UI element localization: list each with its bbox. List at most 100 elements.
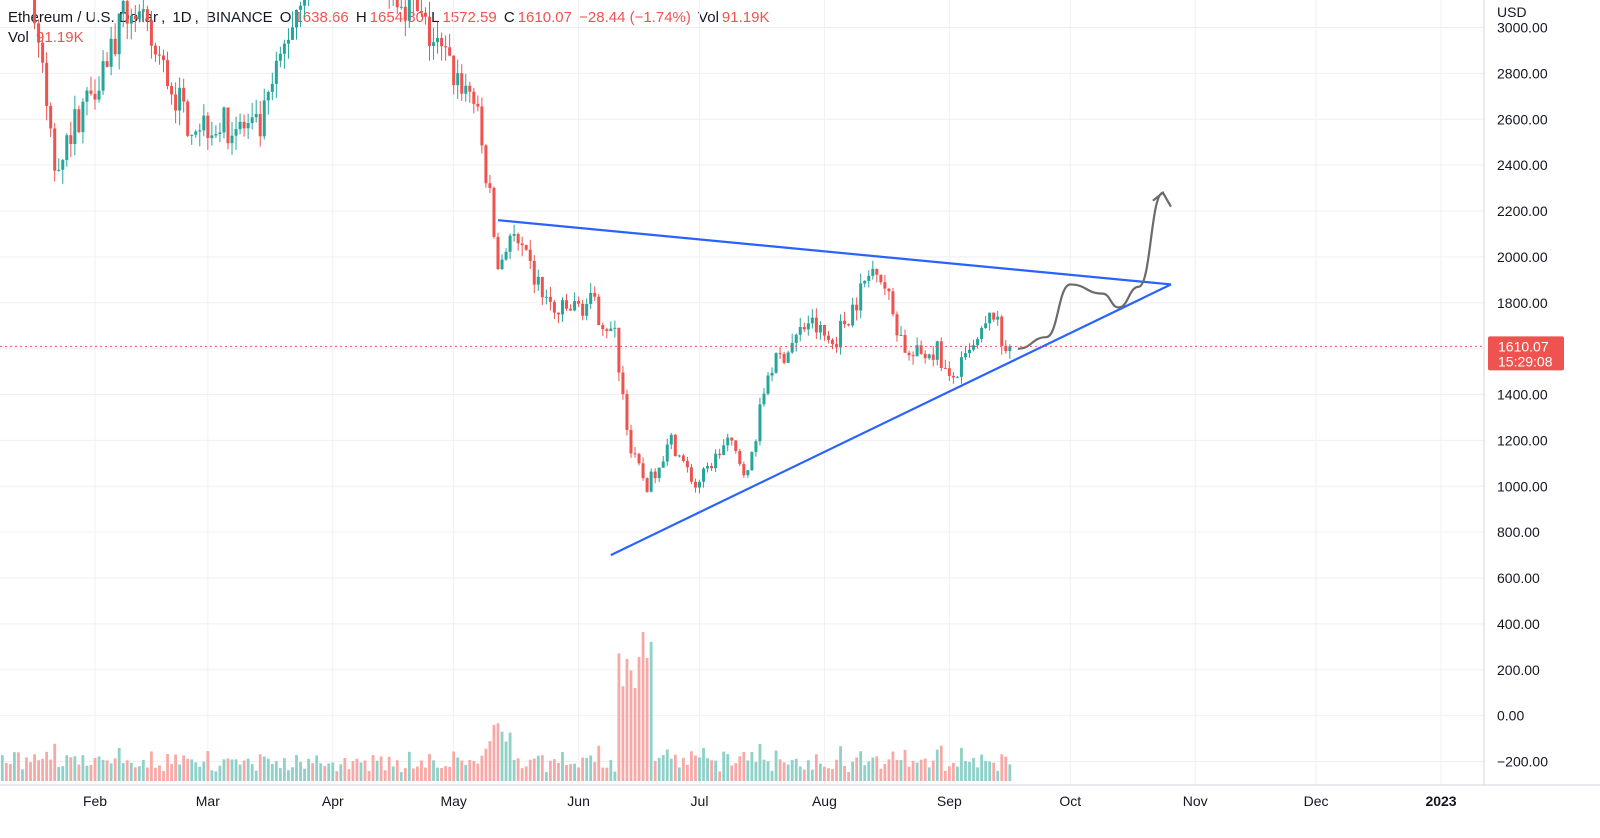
volume-bar [246,758,250,781]
candle-body [117,13,121,55]
volume-bar [375,760,379,781]
candle-body [452,55,456,86]
candle-body [484,145,488,184]
candle-body [186,101,190,136]
candle-body [931,354,935,360]
volume-bar [428,754,431,781]
volume-bar [69,757,73,781]
volume-bar [980,754,983,781]
candle-body [286,39,290,44]
volume-bar [605,767,609,781]
volume-bar [544,772,548,781]
candle-body [512,234,516,236]
projection-curve [1017,191,1164,350]
volume-bar [125,760,129,781]
volume-bar [343,758,347,781]
volume-bar [831,769,834,781]
volume-bar [637,656,641,781]
volume-bar [29,762,32,781]
volume-bar [206,751,210,781]
volume-bar [911,760,915,781]
interval[interactable]: 1D [172,9,192,26]
candle-body [573,301,577,311]
candle-body [754,441,758,453]
volume-bar [476,763,480,781]
volume-bar [553,759,556,781]
volume-bar [278,768,282,781]
volume-bar [613,771,617,781]
close-value: 1610.07 [517,9,572,26]
volume-bar [794,758,798,781]
candle-body [1004,345,1008,352]
x-tick-label: Oct [1059,793,1081,809]
x-tick-label: May [440,793,466,809]
volume-bar [790,760,794,781]
volume-bar [403,768,407,781]
candle-body [847,324,851,326]
candle-body [282,43,286,54]
volume-bar [117,747,121,781]
volume-bar [8,764,12,781]
vol-row-label: Vol [8,29,29,46]
volume-bar [726,754,730,781]
candle-body [976,338,980,346]
volume-bar [714,760,718,781]
volume-bar [484,748,488,781]
volume-bar [162,771,165,781]
volume-bar [154,767,157,781]
volume-bar [85,765,89,781]
volume-bar [270,763,274,781]
volume-bar [806,760,810,781]
candle-body [520,243,524,246]
volume-bar [742,751,746,781]
volume-bar [339,764,343,781]
candle-body [919,345,923,354]
volume-bar [359,762,363,781]
candle-body [746,470,750,476]
candle-body [839,320,843,348]
candle-body [61,160,65,170]
candle-body [440,37,444,47]
trendlines[interactable] [0,191,1484,557]
volume-bar [432,760,435,781]
candle-body [565,300,569,309]
volume-bar [863,765,867,781]
vol-row-value: 91.19K [36,29,84,46]
y-tick-label: 2000.00 [1497,249,1548,265]
exchange: BINANCE [205,9,273,26]
candle-body [246,123,250,129]
y-tick-label: 600.00 [1497,570,1540,586]
candle-body [166,60,170,87]
volume-bar [371,755,375,781]
volume-bar [166,753,169,781]
volume-bar [782,762,786,781]
volume-bar [629,670,633,781]
volume-bar [597,745,601,781]
volume-bar [93,758,97,781]
candle-body [879,274,883,283]
y-tick-label: 1800.00 [1497,295,1548,311]
candle-body [496,236,500,270]
volume-bar [45,751,49,781]
volume-bar [367,770,371,781]
candle-body [972,345,976,350]
volume-bar [754,761,758,781]
candle-body [681,455,685,462]
candle-body [266,91,270,101]
volume-bar [964,760,967,781]
candle-body [855,304,859,311]
volume-bar [835,759,838,781]
candle-body [65,135,69,161]
x-tick-label: Apr [322,793,344,809]
candle-body [891,291,895,315]
vol-label: Vol [698,9,719,26]
candle-body [49,105,53,129]
volume-bar [516,758,520,781]
candle-body [556,312,560,315]
candle-body [472,91,476,104]
candle-body [552,301,556,313]
candle-body [85,90,89,102]
candle-body [955,376,959,378]
volume-bar [746,760,750,781]
